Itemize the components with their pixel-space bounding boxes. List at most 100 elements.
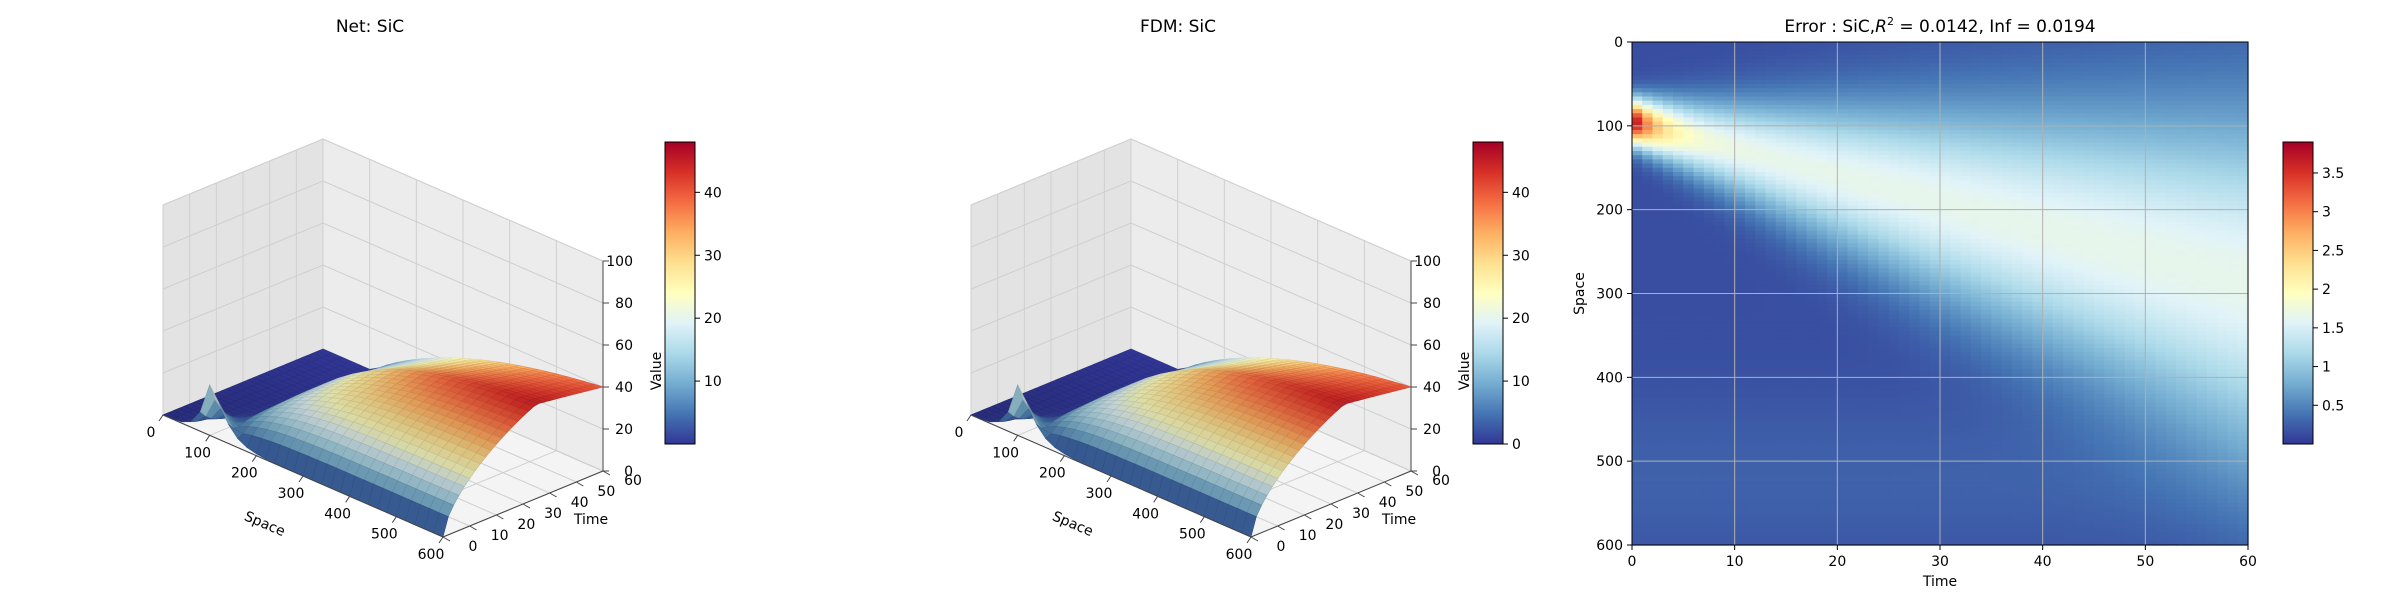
- heatmap-cell: [1724, 197, 1736, 202]
- heatmap-cell: [1683, 486, 1695, 492]
- heatmap-cell: [1847, 301, 1859, 307]
- heatmap-cell: [1806, 528, 1818, 534]
- heatmap-cell: [1878, 494, 1890, 500]
- heatmap-cell: [1806, 490, 1818, 496]
- heatmap-cell: [1683, 280, 1695, 286]
- heatmap-cell: [1837, 301, 1849, 307]
- heatmap-cell: [1683, 218, 1695, 223]
- heatmap-cell: [1755, 251, 1767, 257]
- heatmap-cell: [1796, 431, 1808, 437]
- heatmap-cell: [1796, 58, 1808, 64]
- heatmap-cell: [1796, 398, 1808, 404]
- heatmap-cell: [1775, 88, 1787, 93]
- space-tick-mark: [391, 516, 397, 523]
- heatmap-cell: [1734, 477, 1746, 483]
- heatmap-cell: [1673, 42, 1684, 47]
- value-tick-label: 60: [1423, 338, 1441, 354]
- heatmap-cell: [1632, 46, 1643, 51]
- heatmap-cell: [1724, 54, 1736, 60]
- heatmap-cell: [1632, 532, 1643, 538]
- heatmap-cell: [1837, 100, 1849, 106]
- heatmap-cell: [1857, 268, 1869, 274]
- heatmap-cell: [1662, 79, 1674, 85]
- time-tick-label: 0: [1277, 539, 1286, 555]
- heatmap-cell: [1734, 280, 1746, 286]
- heatmap-cell: [1878, 331, 1890, 337]
- heatmap-cell: [1673, 360, 1684, 366]
- heatmap-cell: [1755, 134, 1767, 140]
- heatmap-cell: [1662, 498, 1674, 504]
- heatmap-cell: [1786, 511, 1797, 517]
- heatmap-cell: [1806, 272, 1818, 278]
- heatmap-cell: [1755, 398, 1767, 404]
- heatmap-cell: [1806, 255, 1818, 261]
- heatmap-cell: [1652, 511, 1664, 517]
- heatmap-cell: [1816, 335, 1828, 341]
- heatmap-cell: [1693, 192, 1705, 198]
- heatmap-cell: [1714, 130, 1725, 135]
- heatmap-cell: [1642, 243, 1654, 248]
- value-tick-label: 80: [615, 296, 633, 312]
- heatmap-cell: [1786, 385, 1797, 391]
- heatmap-cell: [1837, 448, 1849, 454]
- heatmap-cell: [1786, 150, 1797, 156]
- heatmap-cell: [1693, 79, 1705, 85]
- heatmap-cell: [1683, 490, 1695, 496]
- heatmap-cell: [1857, 150, 1869, 156]
- heatmap-cell: [1786, 79, 1797, 85]
- heatmap-cell: [1827, 402, 1838, 408]
- heatmap-cell: [1734, 339, 1746, 345]
- heatmap-cell: [1827, 515, 1838, 521]
- heatmap-cell: [1632, 335, 1643, 341]
- heatmap-cell: [1703, 276, 1715, 282]
- heatmap-cell: [1775, 42, 1787, 47]
- heatmap-cell: [1878, 461, 1890, 466]
- heatmap-cell: [1703, 125, 1715, 131]
- heatmap-cell: [1734, 159, 1746, 165]
- heatmap-cell: [1703, 54, 1715, 60]
- space-tick-mark: [1199, 516, 1205, 523]
- heatmap-cell: [1765, 364, 1777, 370]
- heatmap-cell: [1837, 415, 1849, 420]
- heatmap-cell: [1734, 306, 1746, 311]
- heatmap-cell: [1765, 159, 1777, 165]
- heatmap-cell: [1632, 473, 1643, 479]
- heatmap-cell: [1652, 163, 1664, 169]
- heatmap-cell: [1744, 100, 1756, 106]
- heatmap-cell: [1632, 427, 1643, 433]
- heatmap-cell: [1857, 62, 1869, 68]
- heatmap-cell: [1796, 482, 1808, 487]
- heatmap-cell: [1683, 415, 1695, 420]
- heatmap-cell: [1796, 142, 1808, 148]
- heatmap-cell: [1816, 234, 1828, 240]
- heatmap-cell: [1868, 226, 1879, 232]
- heatmap-cell: [1878, 142, 1890, 148]
- heatmap-cell: [1796, 532, 1808, 538]
- heatmap-cell: [1693, 343, 1705, 349]
- grid-line: [970, 222, 1412, 346]
- heatmap-cell: [1837, 58, 1849, 64]
- heatmap-cell: [1662, 494, 1674, 500]
- time-tick-mark: [442, 536, 451, 542]
- heatmap-cell: [1714, 381, 1725, 387]
- heatmap-cell: [1827, 285, 1838, 290]
- heatmap-cell: [1816, 310, 1828, 316]
- heatmap-cell: [1847, 473, 1859, 479]
- heatmap-cell: [1816, 306, 1828, 311]
- heatmap-cell: [1693, 389, 1705, 395]
- heatmap-cell: [1786, 331, 1797, 337]
- heatmap-cell: [1878, 125, 1890, 131]
- time-tick-label: 30: [1352, 506, 1370, 522]
- heatmap-cell: [1724, 377, 1736, 383]
- heatmap-cell: [1806, 180, 1818, 186]
- surface-mesh: [162, 348, 605, 538]
- heatmap-cell: [1816, 507, 1828, 513]
- heatmap-cell: [1632, 381, 1643, 387]
- heatmap-cell: [1662, 117, 1674, 123]
- heatmap-cell: [1673, 83, 1684, 89]
- heatmap-cell: [1714, 461, 1725, 466]
- heatmap-cell: [1652, 339, 1664, 345]
- heatmap-cell: [1765, 264, 1777, 269]
- heatmap-cell: [1714, 427, 1725, 433]
- heatmap-cell: [1775, 239, 1787, 244]
